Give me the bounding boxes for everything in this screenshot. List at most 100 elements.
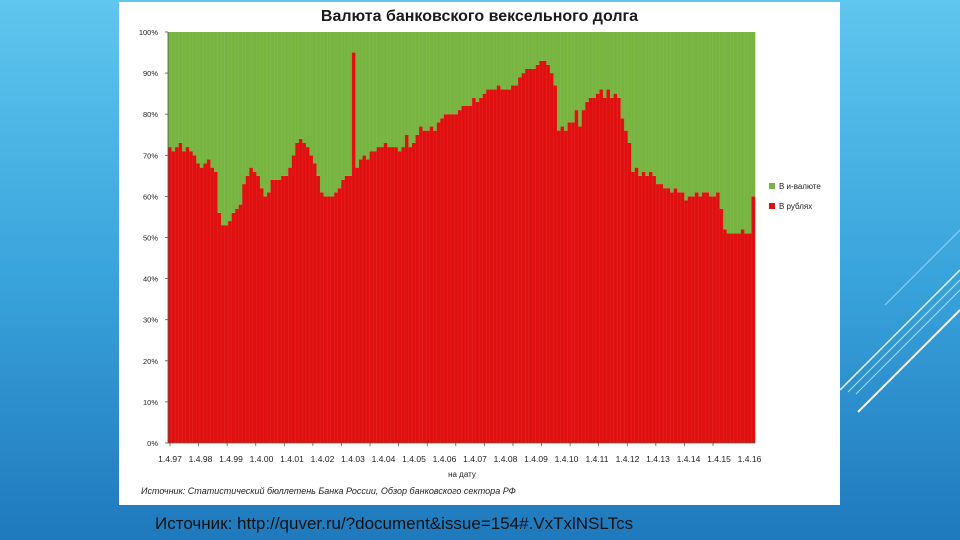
bar-rubles — [302, 142, 307, 443]
bar-rubles — [542, 60, 547, 444]
bar-rubles — [663, 188, 667, 443]
bar-foreign-currency — [606, 32, 611, 90]
bar-foreign-currency — [528, 32, 533, 69]
bar-rubles — [599, 89, 604, 443]
bar-foreign-currency — [535, 32, 540, 65]
x-tick-label: 1.4.14 — [677, 454, 701, 464]
bar-foreign-currency — [457, 32, 462, 111]
bar-foreign-currency — [330, 32, 335, 197]
bar-foreign-currency — [564, 32, 568, 131]
bar-rubles — [291, 155, 296, 444]
bar-foreign-currency — [383, 32, 388, 143]
y-tick-label: 10% — [143, 398, 158, 407]
bar-foreign-currency — [189, 32, 194, 152]
bar-foreign-currency — [627, 32, 632, 143]
bar-foreign-currency — [178, 32, 183, 143]
bar-foreign-currency — [447, 32, 452, 115]
bar-foreign-currency — [404, 32, 409, 135]
bar-rubles — [687, 196, 692, 443]
bar-rubles — [747, 233, 752, 443]
bar-foreign-currency — [489, 32, 494, 90]
bar-rubles — [500, 89, 505, 443]
bar-foreign-currency — [288, 32, 293, 168]
bar-foreign-currency — [677, 32, 682, 193]
bar-foreign-currency — [514, 32, 519, 86]
bar-rubles — [192, 155, 197, 444]
bar-foreign-currency — [213, 32, 218, 172]
bar-foreign-currency — [472, 32, 476, 98]
bar-foreign-currency — [634, 32, 639, 168]
bar-foreign-currency — [655, 32, 660, 185]
bar-rubles — [341, 179, 346, 443]
bar-foreign-currency — [645, 32, 650, 176]
bar-rubles — [677, 192, 682, 443]
bar-rubles — [221, 225, 225, 443]
bar-rubles — [489, 89, 494, 443]
y-tick-label: 20% — [143, 357, 158, 366]
bar-foreign-currency — [390, 32, 395, 148]
bar-foreign-currency — [673, 32, 678, 189]
bar-rubles — [422, 130, 427, 443]
bar-rubles — [168, 147, 172, 443]
bar-rubles — [238, 204, 243, 443]
chart-panel: Валюта банковского вексельного долга 0% 1… — [119, 2, 840, 505]
bar-rubles — [602, 97, 607, 443]
bar-rubles — [267, 192, 271, 443]
x-tick-label: 1.4.15 — [707, 454, 731, 464]
bar-foreign-currency — [298, 32, 303, 139]
bar-rubles — [613, 93, 618, 444]
bar-foreign-currency — [641, 32, 646, 172]
bar-foreign-currency — [503, 32, 508, 90]
bar-rubles — [419, 126, 423, 443]
bar-rubles — [574, 110, 579, 443]
bar-rubles — [525, 68, 529, 444]
bar-foreign-currency — [221, 32, 225, 226]
bar-rubles — [252, 171, 257, 444]
bar-rubles — [224, 225, 229, 443]
legend-swatch — [769, 183, 775, 189]
bar-foreign-currency — [525, 32, 529, 69]
bar-foreign-currency — [380, 32, 385, 148]
bar-foreign-currency — [394, 32, 399, 148]
bar-rubles — [486, 89, 491, 443]
bar-rubles — [740, 229, 745, 443]
bar-foreign-currency — [210, 32, 215, 168]
bar-rubles — [277, 179, 282, 443]
y-tick-label: 80% — [143, 110, 158, 119]
bar-foreign-currency — [719, 32, 724, 209]
bar-rubles — [175, 147, 179, 443]
bar-rubles — [673, 188, 678, 443]
x-tick-label: 1.4.06 — [433, 454, 457, 464]
x-tick-label: 1.4.08 — [494, 454, 518, 464]
bar-rubles — [203, 163, 208, 443]
x-tick-label: 1.4.01 — [280, 454, 304, 464]
bar-rubles — [415, 134, 420, 443]
bar-foreign-currency — [468, 32, 473, 106]
bar-rubles — [327, 196, 331, 443]
y-tick-label: 70% — [143, 151, 158, 160]
x-tick-label: 1.4.10 — [555, 454, 579, 464]
bar-foreign-currency — [613, 32, 618, 94]
bar-foreign-currency — [281, 32, 285, 176]
bar-foreign-currency — [369, 32, 374, 152]
chart-title: Валюта банковского вексельного долга — [320, 8, 639, 25]
bar-rubles — [235, 208, 240, 443]
bar-foreign-currency — [433, 32, 438, 131]
bar-foreign-currency — [620, 32, 625, 119]
bar-foreign-currency — [624, 32, 628, 131]
bar-foreign-currency — [680, 32, 685, 193]
bar-rubles — [263, 196, 268, 443]
bar-rubles — [567, 122, 572, 444]
bar-rubles — [468, 105, 473, 443]
y-tick-label: 30% — [143, 316, 158, 325]
bar-foreign-currency — [235, 32, 240, 209]
y-tick-label: 60% — [143, 192, 158, 201]
bar-rubles — [330, 196, 335, 443]
deco-line — [884, 229, 960, 306]
bar-rubles — [659, 184, 664, 443]
bar-rubles — [546, 64, 551, 443]
bar-foreign-currency — [507, 32, 512, 90]
bar-foreign-currency — [574, 32, 579, 111]
bar-foreign-currency — [712, 32, 717, 197]
bar-rubles — [228, 221, 232, 443]
